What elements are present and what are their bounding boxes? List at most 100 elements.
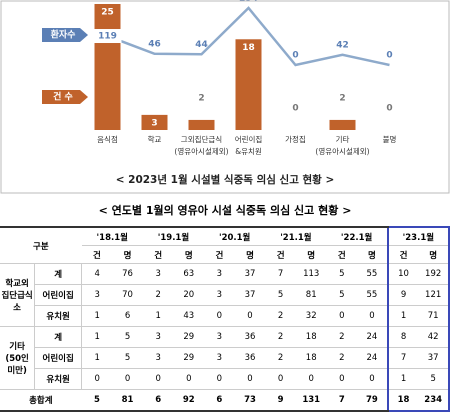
line-label: 42: [336, 40, 349, 50]
value-cell: 0: [204, 305, 235, 327]
value-cell: 113: [295, 263, 327, 285]
row-label: 유치원: [34, 368, 83, 390]
value-cell: 5: [265, 284, 296, 306]
header-cell: '22.1월: [326, 226, 388, 246]
value-cell: 3: [81, 284, 113, 306]
value-cell: 0: [234, 305, 266, 327]
group-cell: 기타 (50인 미만): [0, 326, 36, 390]
value-cell: 1: [142, 305, 174, 327]
group-label: (50인 미만): [5, 354, 29, 376]
chart: 음식점 학교 그외집단급식 (영유아시설제외) 어린이집&유치원 가정집 기타 (영유아시설제…: [0, 0, 450, 194]
value-cell: 4: [81, 263, 113, 285]
value-cell: 0: [234, 368, 266, 390]
table: 구분 '18.1월 '19.1월 '20.1월 '21.1월 '22.1월 '23.1월 건 명…: [0, 226, 450, 412]
x-tick-label: 기타: [336, 135, 350, 144]
value-cell: 1: [81, 305, 113, 327]
x-tick-label: 음식점: [97, 134, 118, 144]
value-cell: 18: [295, 326, 327, 348]
value-cell: 5: [326, 284, 358, 306]
bar-label: 25: [101, 8, 114, 18]
line-label: 46: [148, 39, 161, 49]
legend-badge: [42, 28, 88, 42]
value-cell: 2: [142, 284, 174, 306]
value-cell: 92: [173, 389, 205, 412]
value-cell: 32: [295, 305, 327, 327]
value-cell: 3: [204, 326, 235, 348]
value-cell: 37: [418, 347, 450, 369]
bar-label: 2: [339, 93, 345, 103]
value-cell: 36: [234, 326, 266, 348]
header-cell: 건: [265, 245, 296, 264]
value-cell: 63: [173, 263, 205, 285]
value-cell: 2: [265, 347, 296, 369]
value-cell: 42: [418, 326, 450, 348]
line-label: 44: [195, 40, 208, 50]
row-label: 유치원: [34, 305, 83, 327]
bar: [94, 4, 121, 130]
value-box: [93, 29, 122, 44]
value-cell: 29: [173, 326, 205, 348]
header-cell: 구분: [0, 226, 82, 264]
value-cell: 9: [265, 389, 296, 412]
value-cell: 24: [357, 326, 388, 348]
bar-label: 3: [151, 118, 157, 128]
header-cell: 명: [112, 245, 143, 264]
x-tick-label: 그외집단급식: [181, 134, 222, 144]
value-cell: 1: [386, 368, 419, 390]
value-cell: 234: [418, 389, 450, 412]
chart-caption: < 2023년 1월 시설별 식중독 의심 신고 현황 >: [116, 173, 335, 186]
value-cell: 0: [81, 368, 113, 390]
value-cell: 5: [326, 263, 358, 285]
value-cell: 0: [112, 368, 143, 390]
value-cell: 1: [81, 347, 113, 369]
header-cell: 건: [326, 245, 358, 264]
header-cell: '23.1월: [386, 226, 450, 246]
table-row: 기타 (50인 미만) 계 1 5 3 29 3 36 2 18 2 24 8 42: [0, 326, 450, 390]
bar-label: 2: [198, 93, 204, 103]
value-cell: 7: [265, 263, 296, 285]
value-cell: 9: [386, 284, 419, 306]
header-cell: '21.1월: [265, 226, 327, 246]
value-cell: 37: [234, 263, 266, 285]
x-tick-label: 어린이집: [235, 134, 263, 144]
line-label: 119: [98, 32, 117, 42]
value-cell: 55: [357, 284, 388, 306]
table-row: 유치원 1 6 1 43 0 0 2 32 0 0 1 71: [0, 305, 450, 327]
x-tick-label: 가정집: [285, 134, 306, 144]
value-cell: 73: [234, 389, 266, 412]
x-tick-label: 학교: [148, 134, 162, 144]
value-cell: 2: [326, 347, 358, 369]
bar-label: 0: [386, 104, 392, 114]
value-cell: 43: [173, 305, 205, 327]
value-cell: 192: [418, 263, 450, 285]
legend-label: 건 수: [53, 91, 73, 103]
value-cell: 8: [386, 326, 419, 348]
legend-label: 환자수: [51, 29, 76, 41]
table-row: 어린이집 1 5 3 29 3 36 2 18 2 24 7 37: [0, 347, 450, 369]
value-cell: 5: [418, 368, 450, 390]
x-tick-label: 불명: [383, 134, 397, 144]
table-row: 유치원 0 0 0 0 0 0 0 0 0 0 1 5: [0, 368, 450, 390]
value-cell: 76: [112, 263, 143, 285]
value-cell: 2: [265, 326, 296, 348]
line: [107, 6, 390, 67]
value-cell: 0: [326, 305, 358, 327]
group-label: 집단급식소: [1, 291, 33, 313]
bar-label: 18: [242, 43, 255, 53]
table-row: 어린이집 3 70 2 20 3 37 5 81 5 55 9 121: [0, 284, 450, 306]
value-cell: 10: [386, 263, 419, 285]
row-label: 어린이집: [34, 347, 83, 369]
header-cell: 명: [418, 245, 450, 264]
row-label: 어린이집: [34, 284, 83, 306]
row-label: 총합계: [0, 389, 82, 412]
value-cell: 131: [295, 389, 327, 412]
row-label: 계: [34, 326, 83, 348]
bar: [141, 114, 168, 130]
value-cell: 3: [204, 347, 235, 369]
header-cell: 명: [295, 245, 327, 264]
value-cell: 24: [357, 347, 388, 369]
header-cell: 건: [204, 245, 235, 264]
header-cell: 건: [81, 245, 113, 264]
header-cell: 명: [173, 245, 205, 264]
